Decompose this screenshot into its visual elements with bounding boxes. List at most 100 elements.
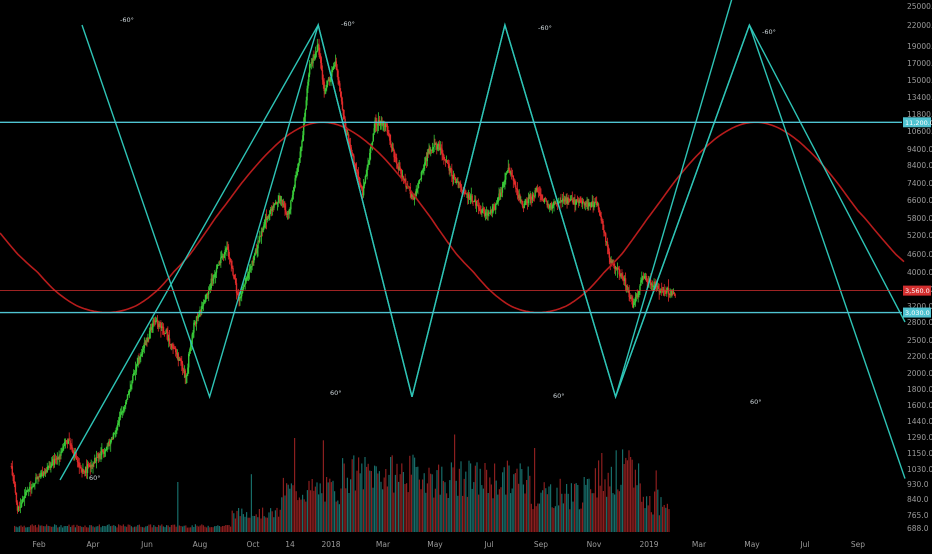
- candle-body: [486, 212, 488, 216]
- candle-body: [624, 278, 627, 287]
- volume-bar: [266, 517, 268, 532]
- volume-bar: [463, 478, 465, 532]
- candle-body: [415, 189, 417, 197]
- candle-body: [452, 174, 455, 179]
- candle-body: [337, 70, 339, 80]
- candle-body: [90, 464, 92, 468]
- candle-body: [477, 204, 480, 208]
- volume-bar: [65, 526, 67, 532]
- candle-body: [511, 175, 514, 177]
- candle-body: [438, 143, 441, 151]
- candle-body: [666, 290, 668, 293]
- candle-body: [669, 294, 671, 295]
- candle-body: [412, 195, 415, 200]
- candle-body: [308, 64, 311, 75]
- candle-body: [575, 199, 578, 203]
- candle-body: [202, 302, 205, 306]
- candle-body: [49, 465, 51, 468]
- x-tick-label: Jun: [140, 540, 153, 549]
- candle-body: [296, 167, 299, 172]
- candle-body: [121, 411, 123, 413]
- candle-body: [652, 285, 654, 287]
- volume-bar: [606, 496, 608, 532]
- x-tick-label: Jul: [483, 540, 493, 549]
- candle-body: [207, 290, 210, 295]
- volume-bar: [63, 526, 65, 532]
- volume-bar: [79, 525, 81, 532]
- triangle-falling-edge: [748, 24, 906, 479]
- y-tick-label: 840.0: [907, 495, 929, 504]
- volume-bar: [142, 527, 144, 532]
- candle-body: [148, 337, 150, 339]
- volume-bar: [44, 526, 46, 532]
- candle-body: [219, 261, 221, 264]
- candle-body: [147, 337, 149, 342]
- candle-body: [110, 438, 113, 440]
- candle-body: [150, 327, 153, 330]
- volume-bar: [476, 462, 478, 532]
- candle-body: [153, 320, 155, 322]
- candle-body: [435, 143, 437, 145]
- candle-body: [105, 449, 107, 451]
- volume-bar: [447, 498, 449, 532]
- candle-body: [54, 458, 57, 460]
- candle-body: [467, 194, 470, 199]
- volume-bar: [297, 500, 299, 532]
- candle-body: [357, 171, 360, 177]
- candle-body: [520, 199, 522, 202]
- candle-body: [606, 241, 609, 248]
- candle-body: [280, 199, 282, 201]
- volume-bar: [364, 457, 366, 532]
- volume-bar: [231, 510, 233, 532]
- candle-body: [482, 208, 485, 212]
- y-tick-label: 3200.0: [907, 302, 932, 311]
- volume-bar: [257, 517, 259, 532]
- volume-bar: [73, 524, 75, 532]
- volume-bar: [218, 526, 220, 532]
- candle-body: [417, 183, 419, 189]
- candle-body: [457, 181, 459, 184]
- candle-body: [174, 348, 176, 350]
- volume-bar: [110, 526, 112, 532]
- candle-body: [216, 265, 219, 269]
- candle-body: [84, 471, 86, 473]
- candle-body: [302, 123, 305, 136]
- candle-body: [376, 124, 378, 126]
- candle-body: [263, 224, 265, 229]
- y-tick-label: 19000.0: [907, 42, 932, 51]
- candle-body: [190, 344, 193, 348]
- volume-bar: [598, 460, 600, 532]
- candle-body: [533, 196, 535, 197]
- candle-body: [241, 288, 244, 294]
- candle-body: [137, 357, 139, 366]
- candle-body: [537, 191, 540, 193]
- candle-body: [594, 201, 596, 205]
- volume-bar: [321, 493, 323, 532]
- volume-bar: [452, 467, 454, 532]
- candle-body: [214, 274, 216, 278]
- candle-body: [117, 421, 120, 424]
- candle-body: [343, 115, 345, 119]
- candle-body: [529, 194, 531, 199]
- candle-body: [480, 211, 482, 213]
- candle-body: [264, 219, 266, 225]
- volume-bar: [92, 526, 94, 532]
- candle-body: [541, 195, 543, 199]
- candle-body: [631, 297, 633, 301]
- volume-bar: [646, 496, 648, 532]
- candle-body: [196, 316, 199, 319]
- volume-bar: [652, 514, 654, 532]
- candle-body: [615, 267, 618, 270]
- candle-body: [605, 233, 607, 242]
- candle-body: [128, 389, 130, 395]
- volume-bar: [148, 524, 150, 532]
- volume-bar: [580, 508, 582, 532]
- candle-body: [321, 70, 324, 80]
- x-tick-label: Mar: [376, 540, 391, 549]
- volume-bar: [300, 499, 302, 532]
- candle-body: [362, 185, 365, 196]
- candle-body: [274, 204, 276, 205]
- volume-bar: [356, 470, 358, 532]
